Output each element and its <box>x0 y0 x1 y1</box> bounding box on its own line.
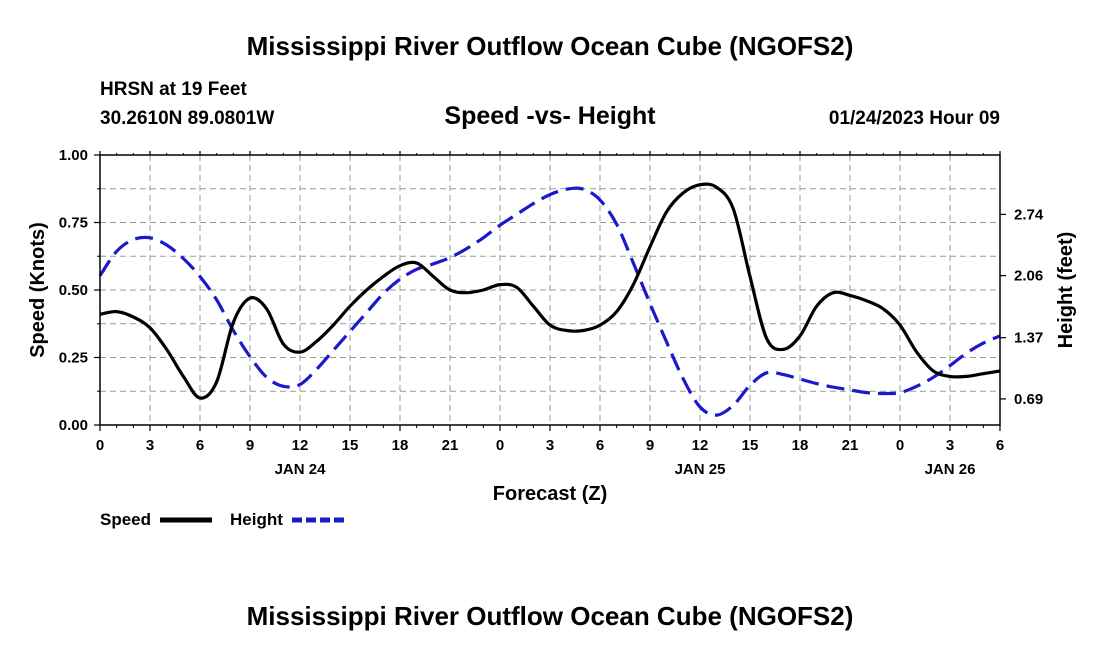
x-tick-label: 0 <box>496 437 504 454</box>
y2-tick-label: 2.06 <box>1014 268 1043 285</box>
x-tick-label: 18 <box>792 437 809 454</box>
y2-axis-label: Height (feet) <box>1055 232 1077 349</box>
chart-subtitle: Speed -vs- Height <box>444 102 656 130</box>
date-label: JAN 26 <box>925 461 976 478</box>
legend-height-label: Height <box>230 510 283 529</box>
date-label: JAN 24 <box>275 461 327 478</box>
y2-tick-label: 1.37 <box>1014 330 1043 347</box>
chart-title: Mississippi River Outflow Ocean Cube (NG… <box>247 31 854 61</box>
x-tick-label: 12 <box>292 437 309 454</box>
x-tick-label: 15 <box>742 437 759 454</box>
y-tick-label: 0.00 <box>59 417 88 434</box>
x-tick-label: 0 <box>896 437 904 454</box>
x-tick-label: 6 <box>996 437 1004 454</box>
x-tick-label: 9 <box>646 437 654 454</box>
x-tick-label: 21 <box>442 437 459 454</box>
series-layer <box>98 182 1001 417</box>
x-tick-label: 15 <box>342 437 359 454</box>
y-tick-label: 0.50 <box>59 282 88 299</box>
x-tick-label: 3 <box>946 437 954 454</box>
series-line-height <box>98 186 1001 417</box>
x-tick-label: 3 <box>146 437 154 454</box>
y-axis-label: Speed (Knots) <box>27 222 49 358</box>
x-tick-label: 0 <box>96 437 104 454</box>
x-tick-label: 6 <box>196 437 204 454</box>
legend: Speed Height <box>100 510 344 529</box>
y2-tick-label: 0.69 <box>1014 391 1043 408</box>
axis-ticks: 0 3 6 9 12 15 18 21 0 3 6 9 12 15 18 21 0 3 6 JAN 24 JAN 25 J… <box>59 147 1044 478</box>
legend-speed-label: Speed <box>100 510 151 529</box>
series-line-speed <box>99 182 1001 400</box>
y2-tick-label: 2.74 <box>1014 206 1044 223</box>
footer-title: Mississippi River Outflow Ocean Cube (NG… <box>247 601 854 631</box>
x-tick-label: 12 <box>692 437 709 454</box>
y-tick-label: 0.25 <box>59 350 88 367</box>
x-tick-label: 18 <box>392 437 409 454</box>
grid-lines <box>100 155 1000 425</box>
x-tick-label: 6 <box>596 437 604 454</box>
x-axis-label: Forecast (Z) <box>493 483 607 505</box>
forecast-datetime: 01/24/2023 Hour 09 <box>829 108 1000 129</box>
coordinates-label: 30.2610N 89.0801W <box>100 108 274 129</box>
y-tick-label: 0.75 <box>59 215 88 232</box>
date-label: JAN 25 <box>675 461 726 478</box>
y-tick-label: 1.00 <box>59 147 88 164</box>
x-tick-label: 21 <box>842 437 859 454</box>
x-tick-label: 9 <box>246 437 254 454</box>
x-tick-label: 3 <box>546 437 554 454</box>
station-label: HRSN at 19 Feet <box>100 79 247 100</box>
